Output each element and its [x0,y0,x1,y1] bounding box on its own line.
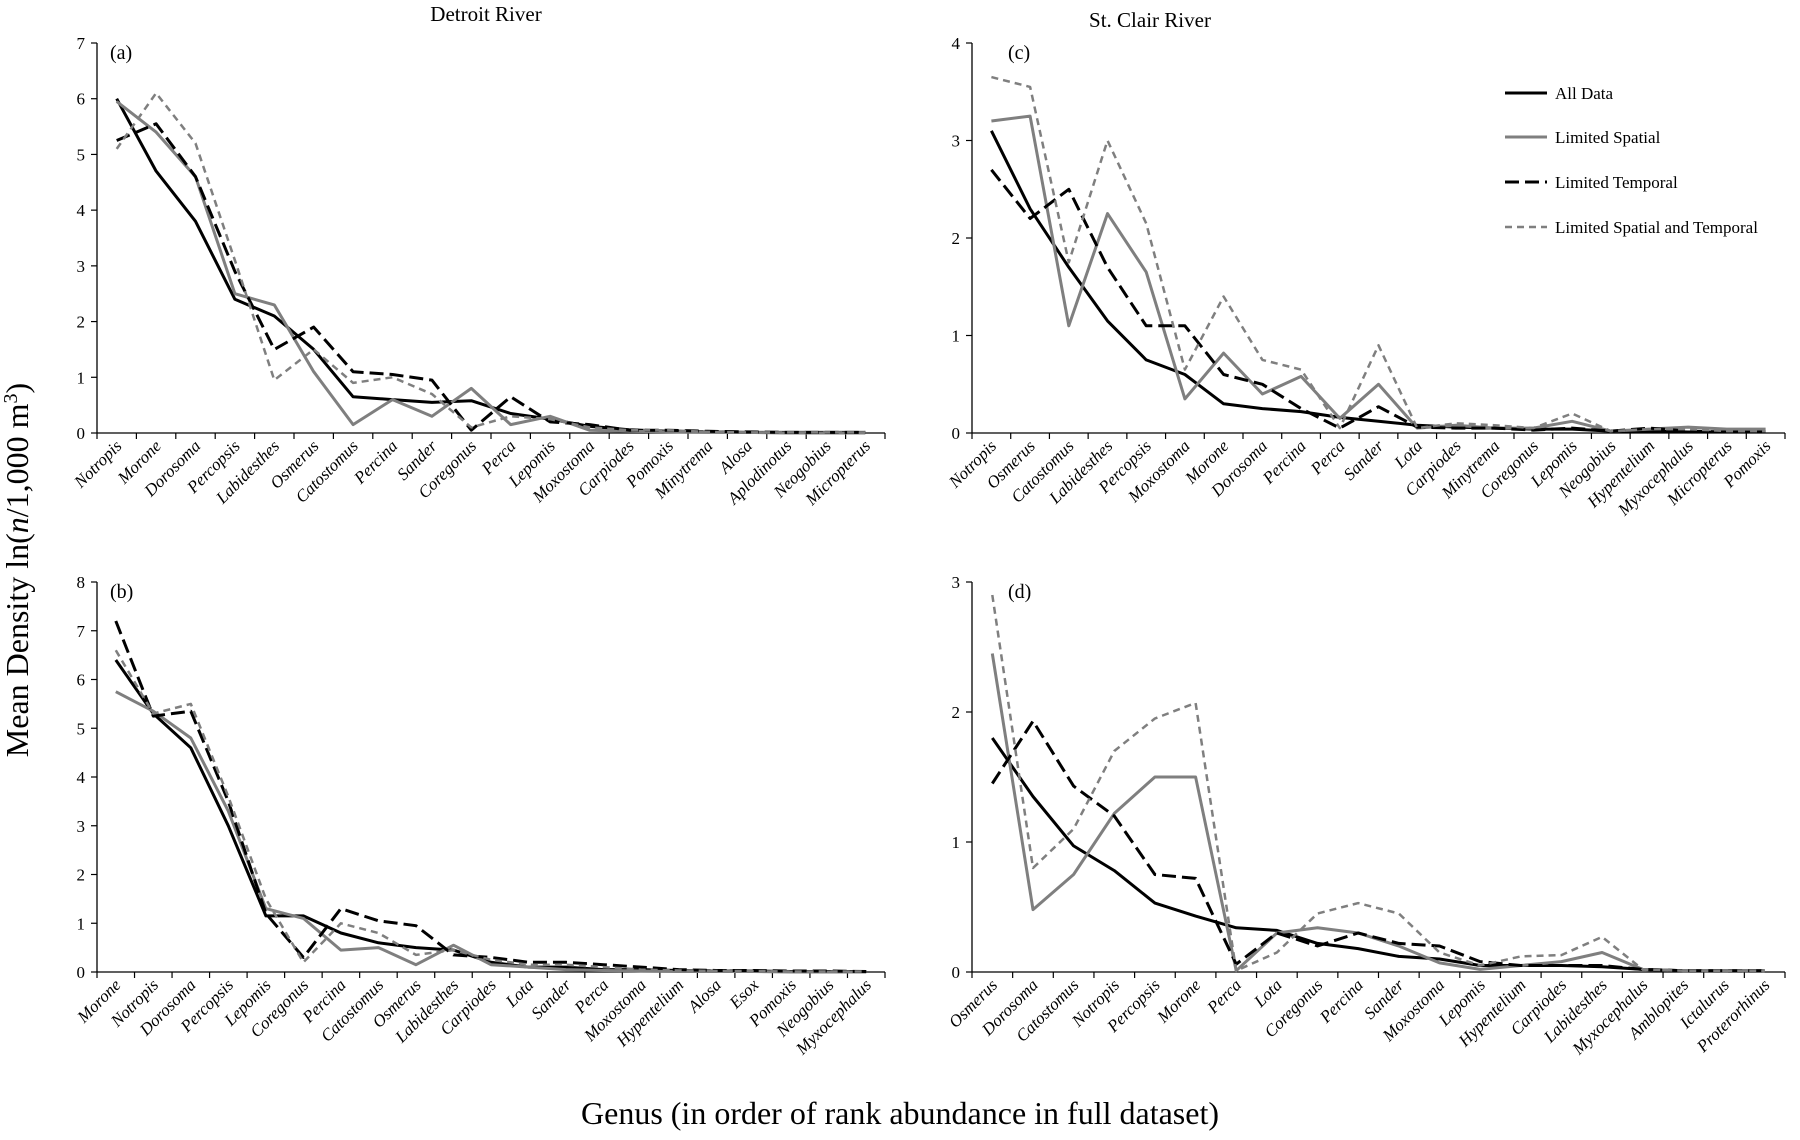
x-tick-label-sander: Sander [1340,436,1388,484]
series-line-all-data [114,659,867,973]
y-tick-label: 1 [952,833,961,852]
x-tick-label-perca: Perca [1203,975,1245,1017]
y-tick-label: 5 [77,719,86,738]
y-tick-label: 0 [952,963,961,982]
panel-label: (b) [110,581,133,603]
series-line-limited-spatial [115,100,866,435]
x-tick-label-lota: Lota [1250,975,1286,1011]
x-tick-label-sander: Sander [527,975,575,1023]
series-line-limited-temporal [114,620,867,973]
river-title-st-clair: St. Clair River [1089,8,1211,32]
x-tick-label-alosa: Alosa [683,975,725,1017]
series-line-limited-spatial-and-temporal [991,594,1765,972]
y-tick-label: 5 [77,145,86,164]
y-tick-label: 2 [952,229,961,248]
x-tick-label-percina: Percina [1315,975,1367,1027]
series-line-limited-spatial-and-temporal [991,75,1766,433]
y-tick-label: 3 [77,817,86,836]
legend-label-all-data: All Data [1555,84,1614,103]
y-tick-label: 4 [77,201,86,220]
panel-a: 01234567NotropisMoroneDorosomaPercopsisL… [70,34,886,510]
y-tick-label: 2 [77,866,86,885]
y-tick-label: 1 [77,914,86,933]
series-line-limited-temporal [991,719,1765,973]
y-tick-label: 0 [77,963,86,982]
y-tick-label: 2 [952,703,961,722]
series-line-limited-temporal [116,122,866,434]
y-tick-label: 8 [77,573,86,592]
legend-label-limited-spatial-temporal: Limited Spatial and Temporal [1555,218,1758,237]
panel-d: 0123OsmerusDorosomaCatostomusNotropisPer… [945,573,1786,1059]
y-tick-label: 7 [77,622,86,641]
y-tick-label: 1 [952,327,961,346]
y-tick-label: 6 [77,671,86,690]
x-tick-label-percina: Percina [350,436,402,488]
legend: All Data Limited Spatial Limited Tempora… [1505,84,1758,237]
series-line-limited-spatial [990,653,1765,973]
panel-c: 01234NotropisOsmerusCatostomusLabidesthe… [944,34,1786,520]
y-tick-label: 7 [77,34,86,53]
y-tick-label: 3 [952,132,961,151]
series-line-all-data [991,737,1765,973]
y-tick-label: 0 [952,424,961,443]
x-axis-label: Genus (in order of rank abundance in ful… [581,1095,1219,1131]
panel-label: (a) [110,42,132,64]
panel-b: 012345678MoroneNotropisDorosomaPercopsis… [73,573,886,1059]
series-line-limited-spatial-and-temporal [115,91,866,434]
legend-label-limited-temporal: Limited Temporal [1555,173,1678,192]
x-tick-label-notropis: Notropis [70,436,126,492]
x-tick-label-percina: Percina [1258,436,1310,488]
y-tick-label: 4 [952,34,961,53]
y-tick-label: 2 [77,313,86,332]
series-line-limited-temporal [990,168,1766,434]
y-tick-label: 1 [77,368,86,387]
panel-label: (d) [1008,581,1031,603]
x-tick-label-morone: Morone [1153,975,1205,1027]
y-tick-label: 3 [77,257,86,276]
y-tick-label: 4 [77,768,86,787]
y-axis-label: Mean Density ln(n/1,000 m3) [0,383,35,757]
panel-label: (c) [1008,42,1030,64]
series-line-limited-spatial-and-temporal [114,649,867,973]
series-line-limited-spatial [991,114,1766,433]
river-title-detroit: Detroit River [430,2,541,26]
y-tick-label: 6 [77,90,86,109]
y-tick-label: 3 [952,573,961,592]
legend-label-limited-spatial: Limited Spatial [1555,128,1661,147]
series-line-all-data [115,97,866,434]
y-tick-label: 0 [77,424,86,443]
series-line-limited-spatial [115,690,867,974]
